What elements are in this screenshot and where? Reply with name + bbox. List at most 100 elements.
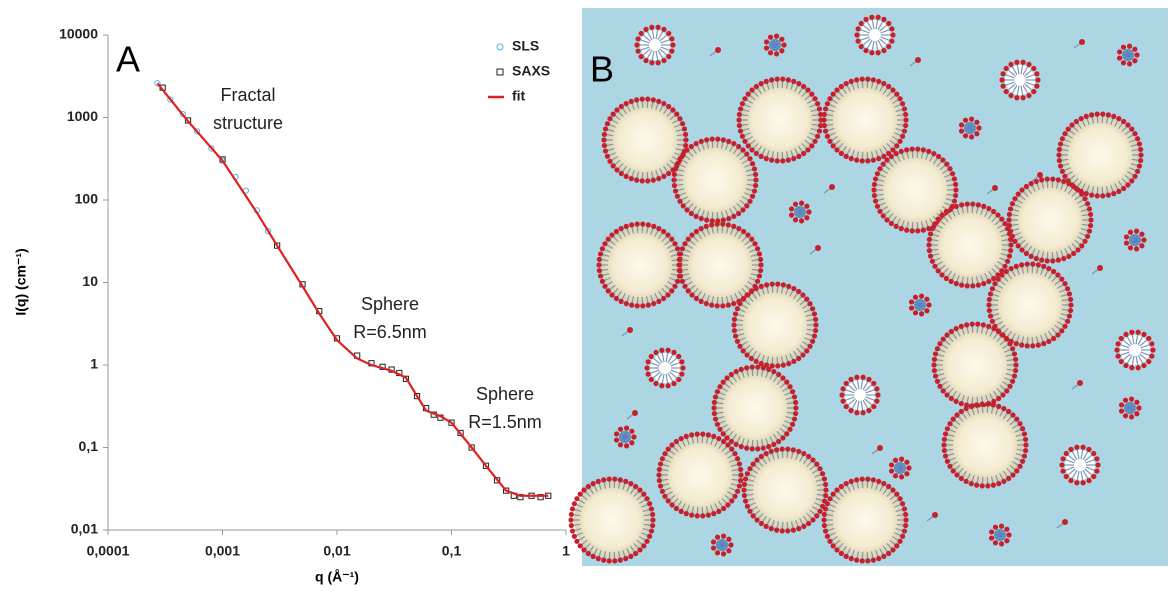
particle-core [677, 142, 753, 218]
surfactant-head [607, 158, 613, 164]
surfactant-head [724, 375, 730, 381]
surfactant-head [698, 216, 704, 222]
particle-core [574, 482, 650, 558]
surfactant-head [940, 157, 946, 163]
surfactant-head [1079, 243, 1085, 249]
data-point [167, 96, 174, 103]
particle [568, 476, 656, 564]
surfactant-head [628, 480, 634, 487]
surfactant-head [674, 161, 680, 167]
surfactant-head [822, 106, 829, 112]
surfactant-head [1141, 237, 1147, 243]
surfactant-head [656, 472, 662, 478]
surfactant-head [904, 471, 910, 477]
surfactant-head [741, 228, 747, 235]
surfactant-head [1060, 456, 1066, 462]
surfactant-head [758, 262, 764, 268]
surfactant-head [597, 251, 604, 257]
surfactant-head [568, 517, 574, 523]
surfactant-head [944, 426, 950, 432]
surfactant-head [637, 487, 643, 493]
surfactant-head [821, 511, 827, 518]
surfactant-tail [871, 40, 875, 52]
surfactant-head [1006, 253, 1013, 259]
surfactant-head [679, 246, 685, 252]
surfactant-head [768, 448, 774, 454]
surfactant-head [677, 273, 684, 279]
surfactant-head [656, 225, 662, 232]
surfactant-head [571, 533, 577, 539]
surfactant-head [995, 272, 1001, 278]
surfactant-head [742, 498, 749, 504]
surfactant-head [1026, 92, 1032, 99]
surfactant-head [944, 161, 950, 167]
surfactant-head [859, 158, 865, 164]
surfactant-head [813, 327, 819, 334]
surfactant-head [732, 451, 738, 457]
surfactant-head [705, 432, 711, 438]
surfactant-head [577, 491, 583, 497]
surfactant-head [1023, 250, 1029, 257]
surfactant-tail [1137, 354, 1145, 366]
surfactant-head [665, 232, 671, 238]
surfactant-head [812, 96, 818, 102]
surfactant-head [714, 550, 721, 556]
surfactant-head [996, 403, 1002, 409]
surfactant-head [711, 410, 717, 417]
surfactant-head [821, 111, 827, 118]
surfactant-head [1028, 180, 1034, 187]
surfactant-head [640, 221, 646, 227]
surfactant-head [1060, 468, 1066, 474]
surfactant-head [998, 541, 1005, 547]
surfactant-head [860, 374, 866, 380]
panel-label: A [116, 39, 140, 80]
surfactant-head [1003, 268, 1009, 275]
surfactant-tail [1082, 449, 1090, 461]
surfactant-head [735, 488, 741, 494]
surfactant-tail [1006, 83, 1016, 92]
surfactant-head [744, 352, 750, 358]
surfactant-head [801, 83, 807, 90]
surfactant-head [744, 471, 750, 477]
surfactant-head [894, 491, 900, 497]
surfactant-head [981, 203, 987, 209]
surfactant-head [937, 383, 943, 389]
surfactant-head [749, 236, 755, 242]
data-point [468, 444, 475, 451]
surfactant-head [736, 461, 743, 467]
surfactant-head [1105, 112, 1111, 118]
surfactant-head [987, 291, 994, 297]
surfactant-head [942, 453, 949, 459]
particle-core [877, 152, 953, 228]
surfactant-head [1116, 115, 1122, 122]
surfactant-head [834, 547, 840, 553]
surfactant-head [817, 466, 823, 472]
surfactant-head [886, 20, 892, 27]
surfactant-tail [641, 48, 651, 57]
surfactant-head [1066, 313, 1073, 319]
surfactant-tail [1121, 338, 1131, 347]
surfactant-head [738, 477, 744, 484]
surfactant-head [753, 182, 759, 189]
surfactant-head [871, 181, 877, 188]
surfactant-head [601, 477, 607, 483]
surfactant-head [1034, 71, 1040, 77]
surfactant-head [876, 156, 882, 162]
surfactant-head [869, 14, 875, 20]
surfactant-tail [877, 19, 885, 31]
surfactant-tail [862, 379, 870, 391]
surfactant-head [987, 313, 994, 319]
data-point [179, 110, 186, 118]
surfactant-head [737, 128, 744, 134]
surfactant-head [764, 282, 770, 288]
surfactant-head [1059, 136, 1065, 142]
surfactant-head [1120, 60, 1127, 66]
surfactant-head [834, 147, 840, 153]
surfactant-tail [648, 369, 660, 375]
surfactant-head [683, 131, 689, 138]
surfactant-head [780, 435, 786, 441]
surfactant-head [796, 526, 802, 532]
surfactant-head [791, 358, 797, 365]
surfactant-head [623, 301, 629, 307]
surfactant-head [590, 553, 596, 560]
